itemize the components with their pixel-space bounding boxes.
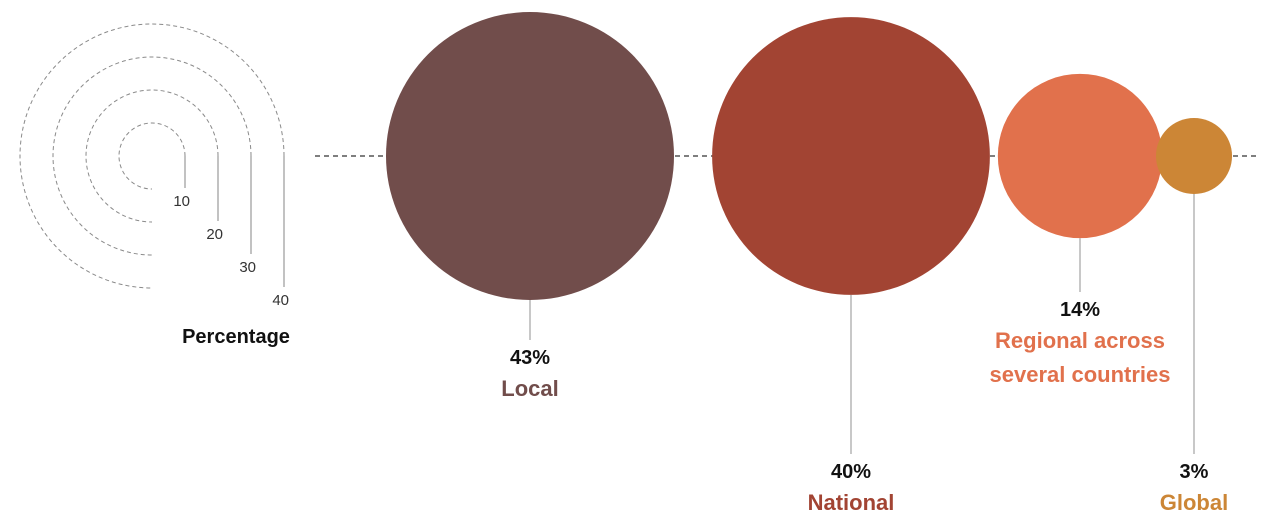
bubble-global — [1155, 117, 1233, 195]
bubble-national — [712, 17, 990, 295]
bubble-series: 43% Local 40% National 14% Regional across sev… — [386, 12, 1233, 515]
category-label-national: National — [808, 490, 895, 515]
legend-title: Percentage — [182, 326, 290, 348]
legend-arc-40 — [19, 23, 285, 289]
category-label-local: Local — [501, 376, 558, 401]
legend-arc-10 — [118, 122, 186, 190]
size-legend: 10 20 30 40 — [19, 23, 289, 309]
value-label-global: 3% — [1180, 461, 1209, 483]
category-label-regional-across-several-countries-line-2: several countries — [990, 362, 1171, 387]
bubble-regional-across-several-countries — [997, 73, 1163, 239]
legend-tick-label-40: 40 — [272, 292, 289, 309]
legend-arc-30 — [52, 56, 252, 256]
bubble-local — [386, 12, 674, 300]
value-label-regional-across-several-countries: 14% — [1060, 299, 1100, 321]
value-label-national: 40% — [831, 461, 871, 483]
legend-arc-20 — [85, 89, 219, 223]
category-label-regional-across-several-countries-line-1: Regional across — [995, 328, 1165, 353]
legend-tick-label-20: 20 — [206, 226, 223, 243]
category-label-global: Global — [1160, 490, 1228, 515]
value-label-local: 43% — [510, 347, 550, 369]
legend-tick-label-30: 30 — [239, 259, 256, 276]
legend-tick-label-10: 10 — [173, 193, 190, 210]
